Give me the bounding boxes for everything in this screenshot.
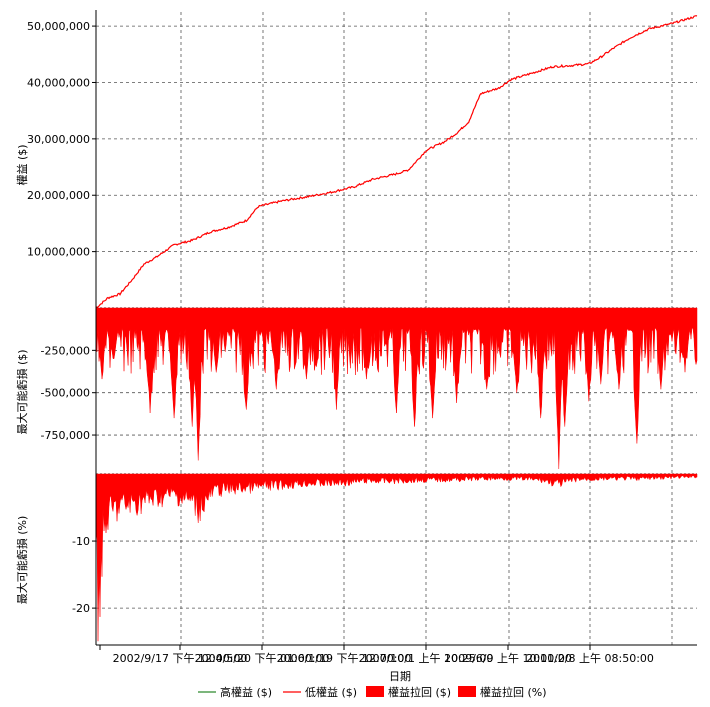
drawdown-dollar-area — [95, 307, 698, 469]
y-tick-label: -10 — [72, 535, 90, 548]
x-tick-label: 2009/6/9 上午 10:00:00 — [444, 652, 572, 665]
y-tick-label: -20 — [72, 602, 90, 615]
equity-y-label: 權益 ($) — [15, 144, 29, 185]
equity-grid — [96, 12, 697, 308]
drawdown-dollar-y-ticks: -250,000 -500,000 -750,000 — [41, 344, 96, 442]
legend-swatch — [366, 686, 384, 697]
drawdown-percent-area — [95, 473, 698, 642]
drawdown-percent-y-label: 最大可能虧損 (%) — [15, 516, 29, 605]
legend-label: 高權益 ($) — [220, 685, 272, 699]
equity-y-ticks: 10,000,000 20,000,000 30,000,000 40,000,000… — [27, 20, 96, 259]
legend-swatch — [458, 686, 476, 697]
x-tick-label: 2011/2/8 上午 08:50:00 — [526, 652, 654, 665]
y-tick-label: -500,000 — [41, 387, 90, 400]
drawdown-percent-y-ticks: -10 -20 — [72, 535, 96, 615]
legend-label: 低權益 ($) — [305, 685, 357, 699]
drawdown-dollar-panel: -250,000 -500,000 -750,000 最大可能虧損 ($) — [15, 307, 698, 474]
y-tick-label: 30,000,000 — [27, 133, 90, 146]
x-axis-label: 日期 — [389, 670, 411, 683]
x-tick-label: 2007/10/1 上午 10:25:00 — [359, 652, 494, 665]
y-tick-label: 50,000,000 — [27, 20, 90, 33]
y-tick-label: -750,000 — [41, 429, 90, 442]
y-tick-label: -250,000 — [41, 344, 90, 357]
legend-label: 權益拉回 ($) — [388, 685, 451, 699]
equity-panel: 10,000,000 20,000,000 30,000,000 40,000,000… — [15, 12, 698, 309]
y-tick-label: 10,000,000 — [27, 246, 90, 259]
x-tick-label: 2006/1/19 下午 12:00:00 — [277, 652, 412, 665]
x-tick-label: 2002/9/17 下午 12:00:00 — [113, 652, 248, 665]
drawdown-percent-panel: -10 -20 最大可能虧損 (%) — [15, 473, 698, 645]
low-equity-line — [95, 15, 698, 309]
chart-legend: 高權益 ($) 低權益 ($) 權益拉回 ($) 權益拉回 (%) — [198, 685, 547, 699]
drawdown-dollar-y-label: 最大可能虧損 ($) — [15, 349, 29, 434]
legend-label: 權益拉回 (%) — [480, 685, 547, 699]
y-tick-label: 40,000,000 — [27, 76, 90, 89]
drawdown-percent-grid — [96, 474, 697, 645]
y-tick-label: 20,000,000 — [27, 189, 90, 202]
x-tick-label: 2004/5/20 下午 01:00:00 — [195, 652, 330, 665]
